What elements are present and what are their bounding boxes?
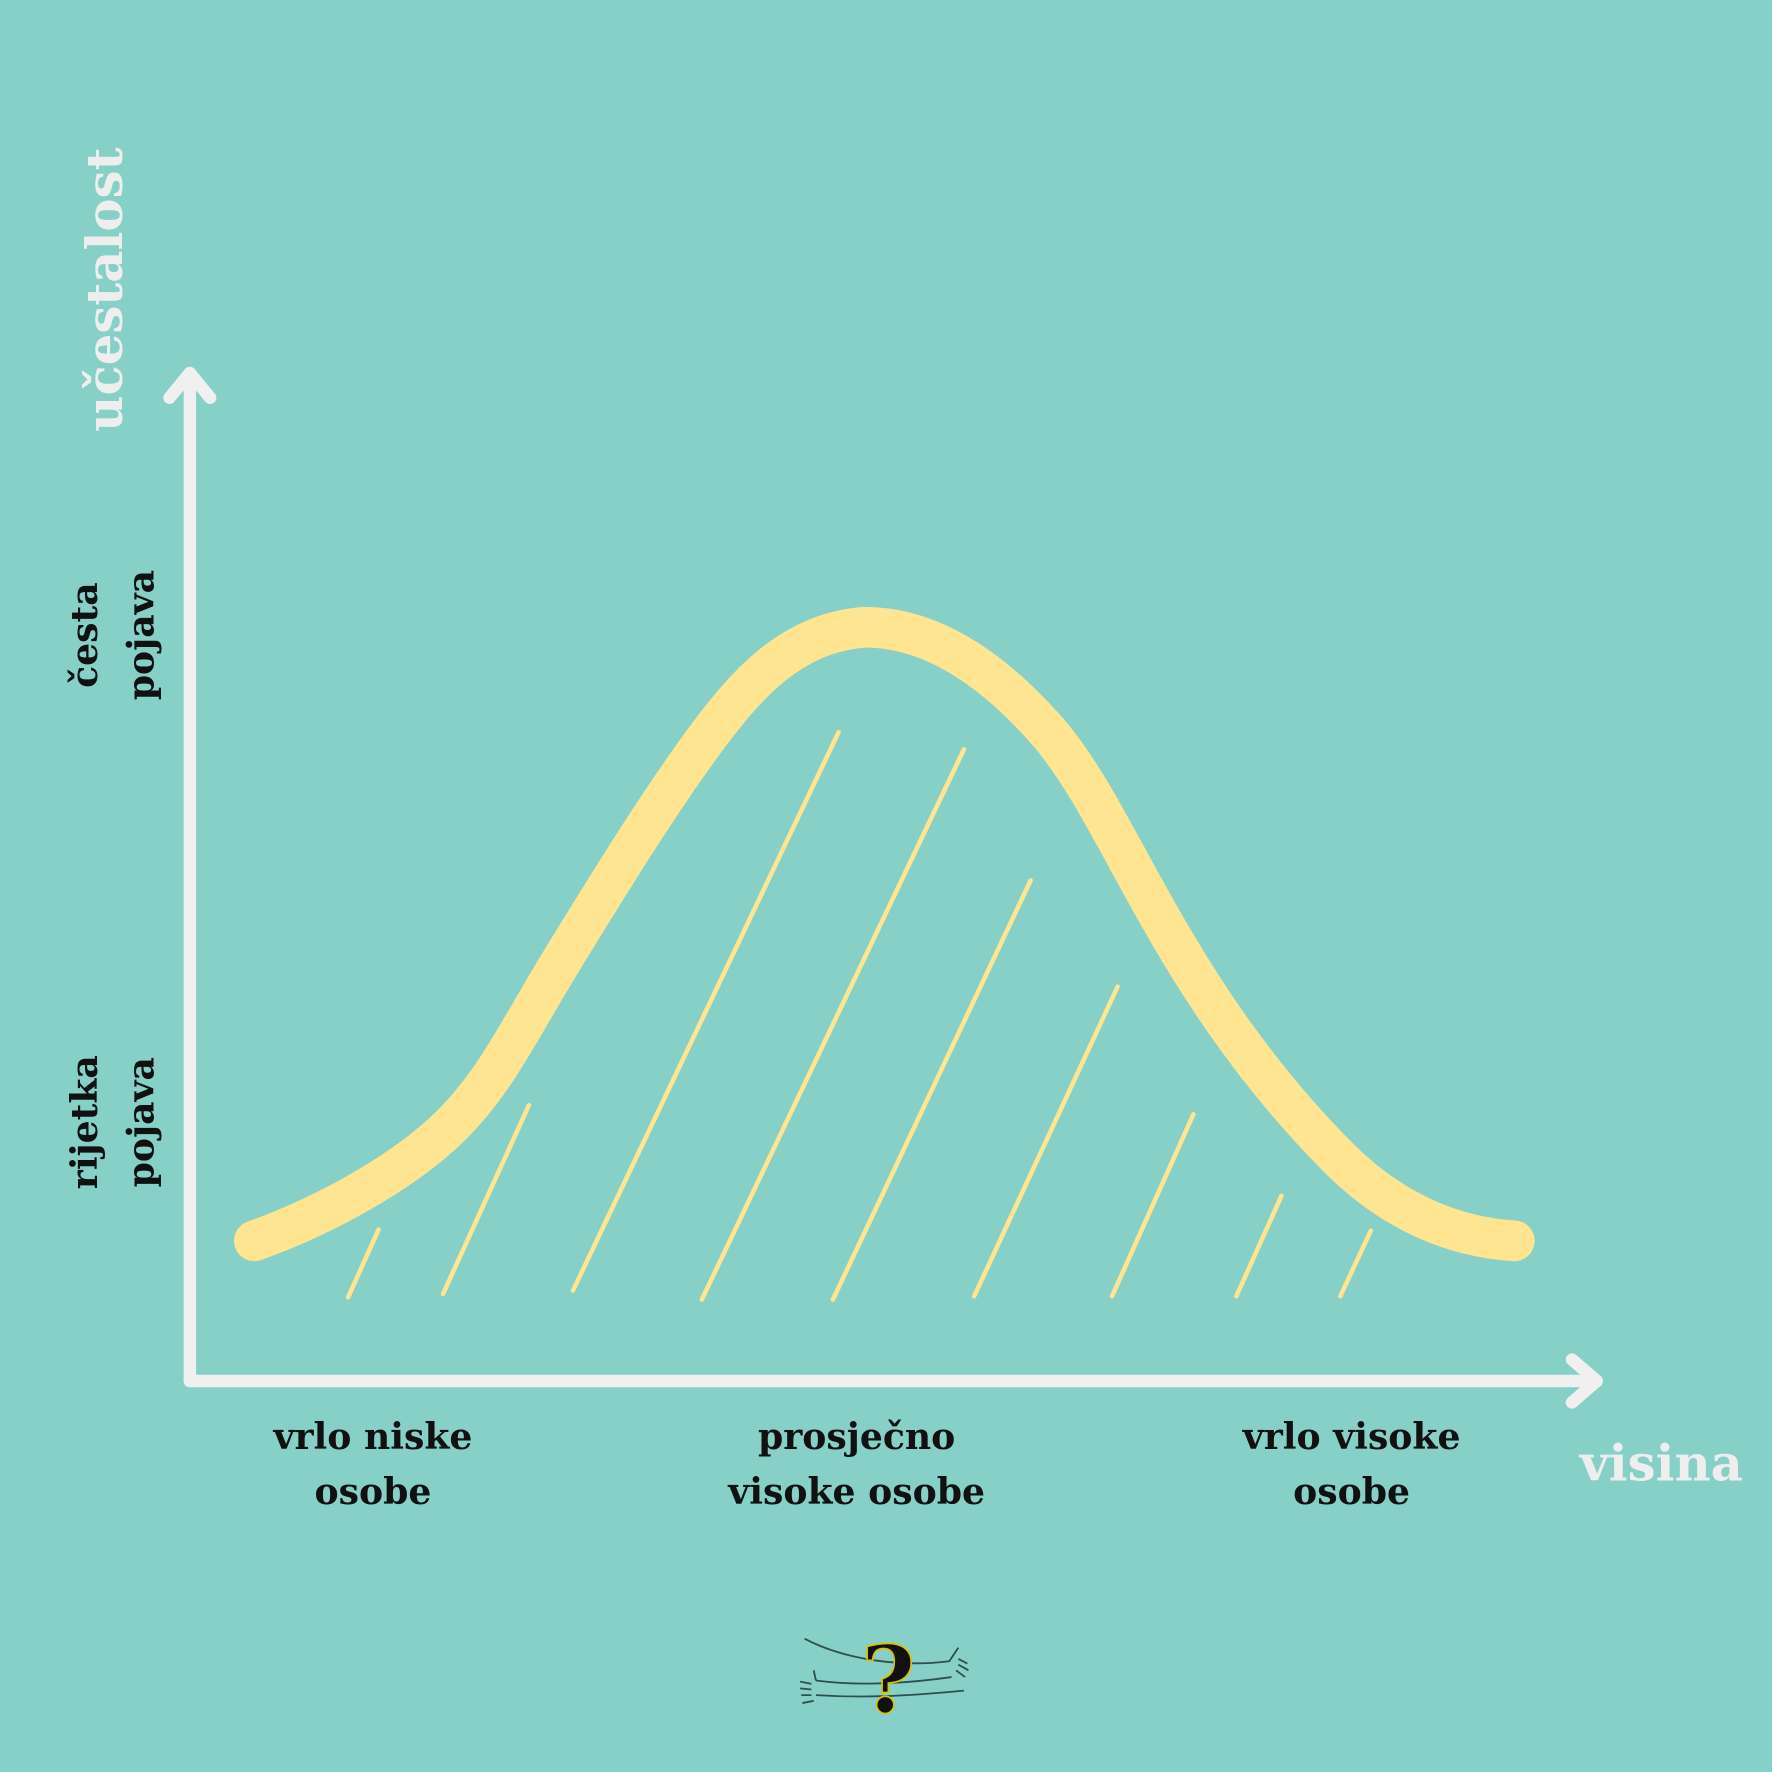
y-label-high: česta pojava [63, 570, 163, 700]
hatch-line [1338, 1228, 1374, 1299]
logo-question-arms-icon: ? [799, 1624, 969, 1735]
x-label-right-line2: osobe [1293, 1470, 1410, 1513]
hatch-line [971, 984, 1120, 1299]
x-label-right: vrlo visoke osobe [1242, 1415, 1461, 1513]
y-label-low: rijetka pojava [63, 1055, 163, 1189]
hatch-line [1234, 1193, 1284, 1299]
hatch-fill [345, 730, 1374, 1302]
x-label-middle: prosječno visoke osobe [727, 1415, 985, 1513]
logo-glyph: ? [861, 1625, 915, 1734]
y-label-high-line2: pojava [120, 570, 163, 700]
x-label-left: vrlo niske osobe [272, 1415, 472, 1513]
hatch-line [1109, 1112, 1196, 1299]
hatch-line [570, 730, 841, 1293]
y-label-low-line1: rijetka [63, 1055, 106, 1189]
hatch-line [440, 1102, 532, 1297]
y-label-high-line1: česta [63, 582, 106, 688]
x-axis-title: visina [1579, 1433, 1743, 1492]
y-label-low-line2: pojava [120, 1057, 163, 1187]
x-label-middle-line1: prosječno [758, 1415, 955, 1458]
y-axis-arrowhead [163, 366, 217, 405]
y-axis-title: učestalost [75, 147, 134, 431]
axes [163, 366, 1604, 1409]
hatch-line [830, 878, 1033, 1302]
x-label-left-line1: vrlo niske [272, 1415, 472, 1458]
x-axis-arrowhead [1565, 1353, 1604, 1409]
bell-curve [233, 606, 1535, 1262]
x-label-left-line2: osobe [314, 1470, 431, 1513]
hatch-line [699, 746, 967, 1302]
hatch-line [345, 1227, 381, 1300]
x-label-middle-line2: visoke osobe [727, 1470, 985, 1513]
x-label-right-line1: vrlo visoke [1242, 1415, 1461, 1458]
